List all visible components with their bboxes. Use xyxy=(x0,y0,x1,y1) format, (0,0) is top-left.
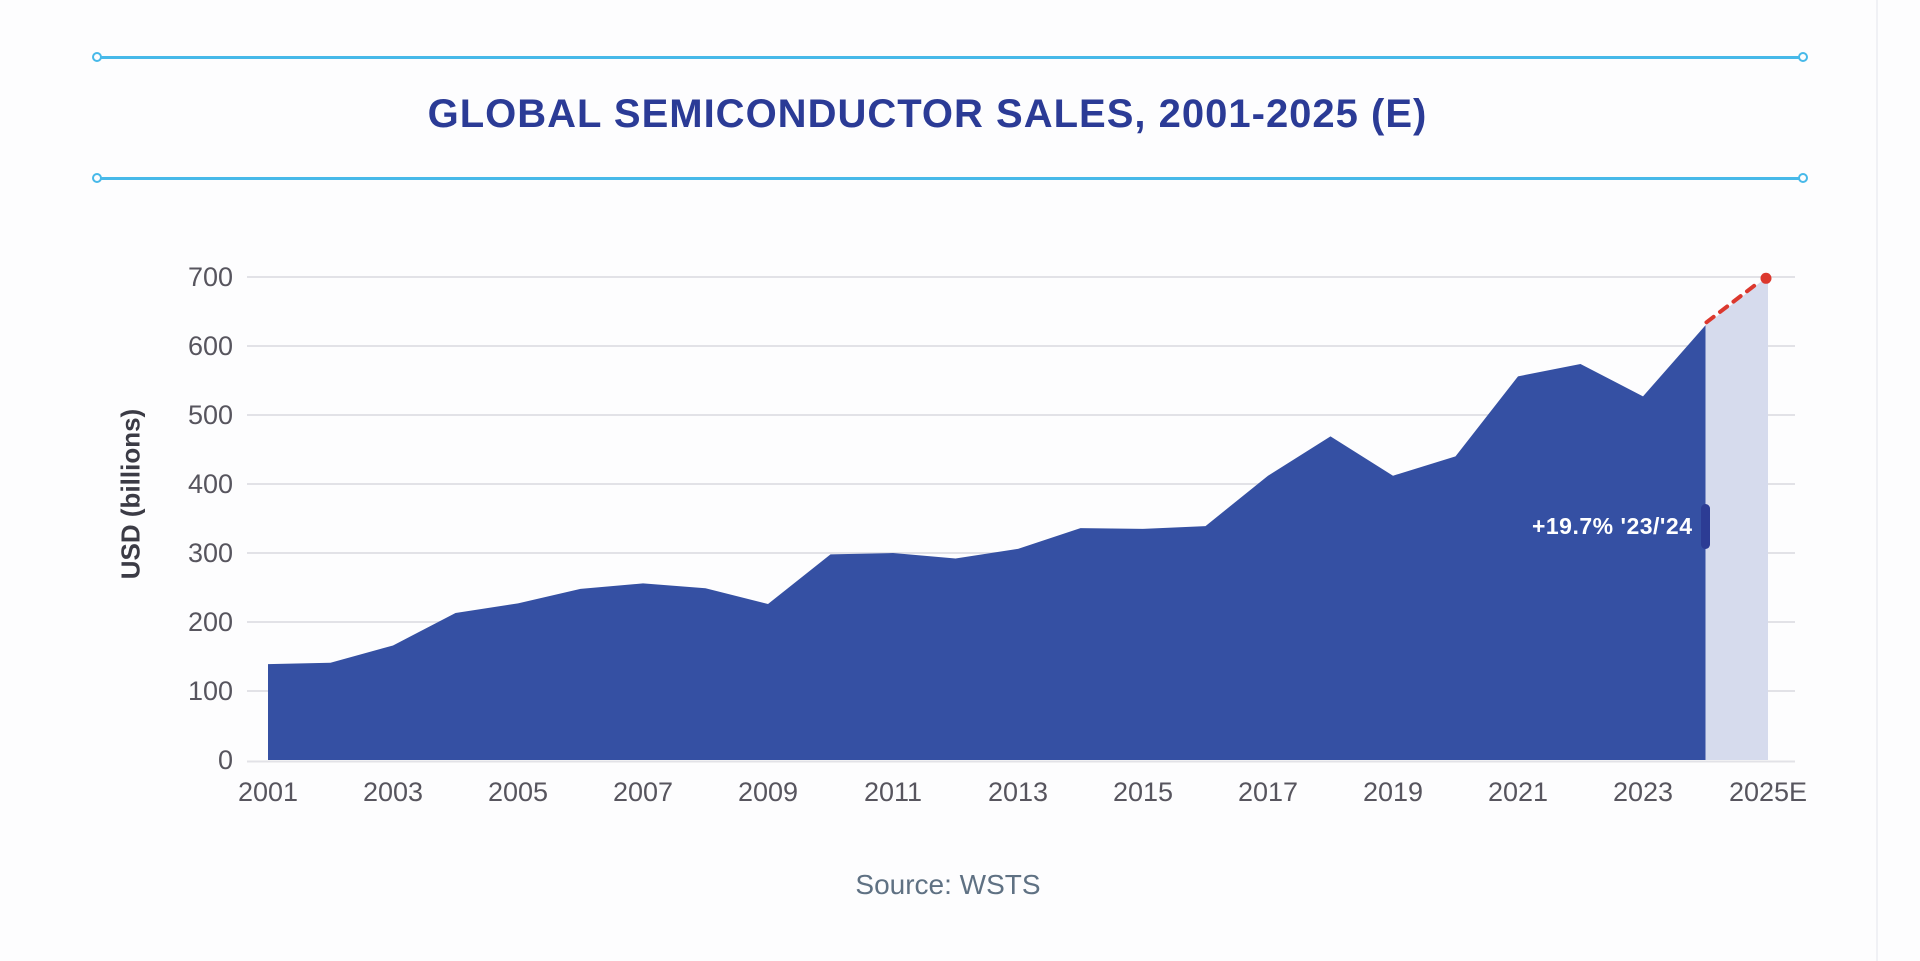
source-caption: Source: WSTS xyxy=(855,869,1041,900)
y-tick-label-700: 700 xyxy=(188,262,233,292)
x-tick-label-2013: 2013 xyxy=(988,777,1048,807)
y-tick-label-200: 200 xyxy=(188,607,233,637)
annotation-marker-bar xyxy=(1701,504,1710,549)
x-tick-label-2005: 2005 xyxy=(488,777,548,807)
x-tick-label-2019: 2019 xyxy=(1363,777,1423,807)
x-tick-label-2009: 2009 xyxy=(738,777,798,807)
y-tick-label-600: 600 xyxy=(188,331,233,361)
y-tick-label-0: 0 xyxy=(218,745,233,775)
x-tick-label-2017: 2017 xyxy=(1238,777,1298,807)
bottom-rule xyxy=(100,177,1800,180)
x-tick-label-2003: 2003 xyxy=(363,777,423,807)
top-rule-right-circle-icon xyxy=(1798,51,1808,62)
y-tick-label-500: 500 xyxy=(188,400,233,430)
y-tick-label-400: 400 xyxy=(188,469,233,499)
projection-end-dot-icon xyxy=(1760,272,1772,284)
projection-dashed-line xyxy=(1704,279,1762,325)
x-tick-label-2021: 2021 xyxy=(1488,777,1548,807)
bottom-rule-right-circle-icon xyxy=(1798,172,1808,183)
top-rule xyxy=(100,56,1800,59)
bottom-rule-left-circle-icon xyxy=(92,172,102,183)
estimate-area-2025 xyxy=(1705,276,1768,760)
x-tick-label-2015: 2015 xyxy=(1113,777,1173,807)
top-rule-left-circle-icon xyxy=(92,51,102,62)
actual-sales-area xyxy=(268,325,1706,760)
growth-annotation: +19.7% '23/'24 xyxy=(1532,513,1693,539)
x-tick-label-2001: 2001 xyxy=(238,777,298,807)
y-tick-label-100: 100 xyxy=(188,676,233,706)
page-edge-line xyxy=(1876,0,1878,961)
x-tick-label-2023: 2023 xyxy=(1613,777,1673,807)
x-tick-label-2011: 2011 xyxy=(864,777,922,807)
x-tick-label-2025E: 2025E xyxy=(1729,777,1807,807)
y-tick-label-300: 300 xyxy=(188,538,233,568)
x-tick-label-2007: 2007 xyxy=(613,777,673,807)
chart-title: GLOBAL SEMICONDUCTOR SALES, 2001-2025 (E… xyxy=(427,92,1428,136)
